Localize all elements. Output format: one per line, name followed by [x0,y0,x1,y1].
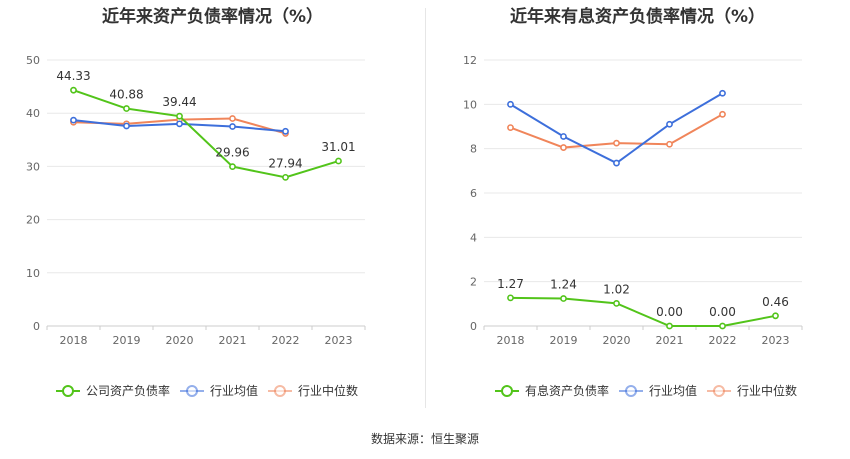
data-point [70,116,77,124]
data-point [229,163,236,171]
data-point [176,120,183,128]
y-tick-label: 6 [470,187,477,200]
chart-plot: 0 10 20 30 40 50 2018 2019 2020 2021 2022 2023 44.33… [26,54,366,398]
data-point [229,123,236,130]
data-label: 39.44 [162,95,196,109]
x-tick-label: 2021 [656,334,684,347]
y-tick-label: 12 [463,54,477,67]
legend-label: 有息资产负债率 [525,383,609,398]
legend-marker [501,385,513,397]
x-tick-label: 2018 [497,334,525,347]
chart-left: 近年来资产负债率情况（%） 0 10 20 30 40 50 2018 2019 2020 202… [0,0,425,410]
series-line [509,92,724,165]
data-point [719,322,726,330]
x-tick-label: 2021 [219,334,247,347]
y-tick-label: 20 [26,214,40,227]
y-tick-label: 8 [470,143,477,156]
data-label: 27.94 [268,156,302,170]
series-line [73,89,339,179]
data-point [507,124,514,132]
x-tick-label: 2022 [272,334,300,347]
y-tick-label: 50 [26,54,40,67]
data-label: 1.27 [497,277,524,291]
data-point [560,295,567,302]
data-point [282,127,289,135]
x-tick-label: 2023 [762,334,790,347]
data-point [123,122,130,130]
y-tick-label: 2 [470,276,477,289]
x-tick-label: 2023 [325,334,353,347]
data-label: 29.96 [215,146,249,160]
chart-plot: 0 2 4 6 8 10 12 2018 2019 2020 2021 2022 2023 1.27 1.2… [463,54,803,398]
data-label: 0.00 [656,305,683,319]
y-tick-label: 10 [26,267,40,280]
x-tick-label: 2020 [603,334,631,347]
data-label: 31.01 [321,140,355,154]
legend-label: 公司资产负债率 [86,383,170,398]
y-tick-label: 4 [470,231,477,244]
x-tick-label: 2018 [60,334,88,347]
data-label: 40.88 [109,88,143,102]
data-point [666,322,673,330]
data-point [560,144,567,151]
x-tick-label: 2022 [709,334,737,347]
data-point [613,159,620,167]
data-point [335,157,342,165]
legend-marker [62,385,74,397]
data-label: 1.02 [603,282,630,296]
data-source: 数据来源：恒生聚源 [370,432,479,446]
legend-marker [186,385,198,397]
y-tick-label: 30 [26,160,40,173]
legend-label: 行业均值 [649,383,697,398]
data-point [282,173,289,181]
x-tick-label: 2020 [166,334,194,347]
data-point [507,294,514,302]
data-label: 0.46 [762,295,789,309]
data-point [666,140,673,148]
data-point [229,115,236,122]
x-tick-label: 2019 [550,334,578,347]
legend-label: 行业均值 [210,383,258,398]
data-point [176,112,183,120]
y-tick-label: 0 [33,320,40,333]
y-tick-label: 0 [470,320,477,333]
data-point [560,133,567,140]
data-point [719,89,726,97]
data-label: 44.33 [56,69,90,83]
legend-marker [274,385,286,397]
chart-title: 近年来有息资产负债率情况（%） [509,7,766,27]
x-tick-label: 2019 [113,334,141,347]
legend-marker [713,385,725,397]
legend-marker [625,385,637,397]
y-tick-label: 10 [463,98,477,111]
panel-divider [425,8,426,408]
data-point [123,105,130,112]
data-label: 0.00 [709,305,736,319]
data-point [70,86,77,94]
y-tick-label: 40 [26,107,40,120]
data-point [719,110,726,118]
series-line [510,296,776,327]
legend-label: 行业中位数 [737,383,797,398]
chart-title: 近年来资产负债率情况（%） [101,7,324,27]
data-point [613,299,620,307]
data-point [772,312,779,320]
chart-right: 近年来有息资产负债率情况（%） 0 2 4 6 8 10 12 2018 2019 2020 202… [425,0,850,410]
legend-label: 行业中位数 [298,383,358,398]
data-point [613,139,620,147]
data-point [507,100,514,108]
data-point [666,120,673,128]
data-label: 1.24 [550,278,577,292]
